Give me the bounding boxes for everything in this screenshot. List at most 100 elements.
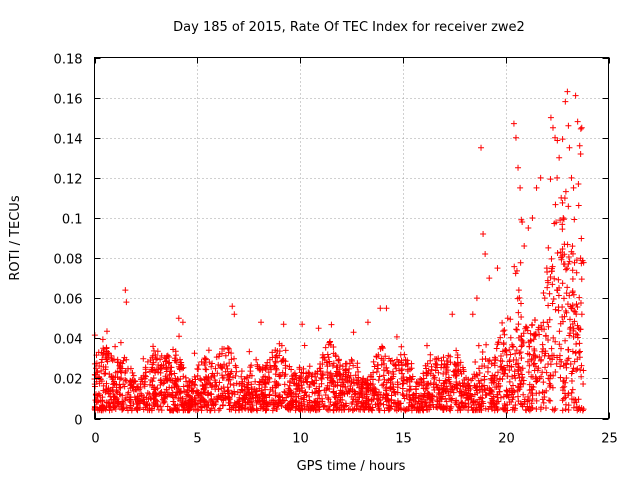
data-point [383, 305, 390, 312]
data-point [400, 380, 407, 387]
data-point [443, 398, 450, 405]
data-point [435, 386, 442, 393]
data-point [157, 381, 164, 388]
data-point [164, 352, 171, 359]
data-point [171, 355, 178, 362]
data-point [568, 378, 575, 385]
data-point [517, 184, 524, 191]
data-point [576, 326, 583, 333]
data-point [106, 400, 113, 407]
data-point [332, 353, 339, 360]
data-point [164, 393, 171, 400]
data-point [162, 375, 169, 382]
data-point [291, 380, 298, 387]
data-point [568, 370, 575, 377]
data-point [236, 394, 243, 401]
data-point [263, 364, 270, 371]
y-tick-label: 0.1 [62, 213, 83, 228]
data-point [562, 360, 569, 367]
data-point [450, 389, 457, 396]
data-point [175, 315, 182, 322]
data-point [105, 390, 112, 397]
data-point [468, 395, 475, 402]
data-point [575, 406, 582, 413]
data-point [129, 369, 136, 376]
data-point [181, 402, 188, 409]
data-point [565, 355, 572, 362]
data-point [270, 401, 277, 408]
data-point [506, 378, 513, 385]
data-point [577, 300, 584, 307]
data-point [580, 367, 587, 374]
data-point [508, 363, 515, 370]
data-point [282, 371, 289, 378]
data-point [271, 363, 278, 370]
data-point [578, 235, 585, 242]
data-point [339, 363, 346, 370]
data-point [559, 280, 566, 287]
data-point [567, 324, 574, 331]
data-point [376, 389, 383, 396]
data-point [560, 378, 567, 385]
data-point [167, 364, 174, 371]
data-point [284, 391, 291, 398]
data-point [550, 334, 557, 341]
data-point [438, 390, 445, 397]
data-point [382, 353, 389, 360]
data-point [502, 366, 509, 373]
data-point [555, 292, 562, 299]
data-point [326, 339, 333, 346]
data-point [486, 390, 493, 397]
data-point [565, 392, 572, 399]
data-point [533, 184, 540, 191]
data-point [202, 389, 209, 396]
data-point [547, 274, 554, 281]
data-point [552, 368, 559, 375]
data-point [511, 407, 518, 414]
data-point [341, 406, 348, 413]
data-point [367, 371, 374, 378]
data-point [232, 372, 239, 379]
data-point [333, 372, 340, 379]
data-point [200, 385, 207, 392]
x-axis: 0 5 10 15 20 25 [91, 57, 618, 447]
data-point [118, 369, 125, 376]
data-point [559, 246, 566, 253]
data-point [206, 359, 213, 366]
data-point [511, 372, 518, 379]
data-point [509, 389, 516, 396]
data-point [92, 365, 99, 372]
data-point [318, 371, 325, 378]
data-point [469, 311, 476, 318]
data-point [566, 258, 573, 265]
data-point [544, 284, 551, 291]
data-point [378, 361, 385, 368]
data-point [160, 400, 167, 407]
data-point [500, 339, 507, 346]
data-point [367, 405, 374, 412]
data-point [565, 203, 572, 210]
data-point [506, 358, 513, 365]
data-point [527, 337, 534, 344]
data-point [92, 372, 99, 379]
data-point [398, 375, 405, 382]
data-point [378, 355, 385, 362]
data-point [330, 360, 337, 367]
data-point [557, 217, 564, 224]
data-point [172, 406, 179, 413]
data-point [566, 144, 573, 151]
data-point [179, 399, 186, 406]
data-point [381, 376, 388, 383]
data-point [248, 372, 255, 379]
data-point [471, 401, 478, 408]
data-point [352, 390, 359, 397]
data-point [447, 407, 454, 414]
data-point [125, 389, 132, 396]
data-point [147, 357, 154, 364]
data-point [420, 385, 427, 392]
data-point [262, 366, 269, 373]
data-point [176, 366, 183, 373]
data-point [560, 295, 567, 302]
data-point [253, 407, 260, 414]
